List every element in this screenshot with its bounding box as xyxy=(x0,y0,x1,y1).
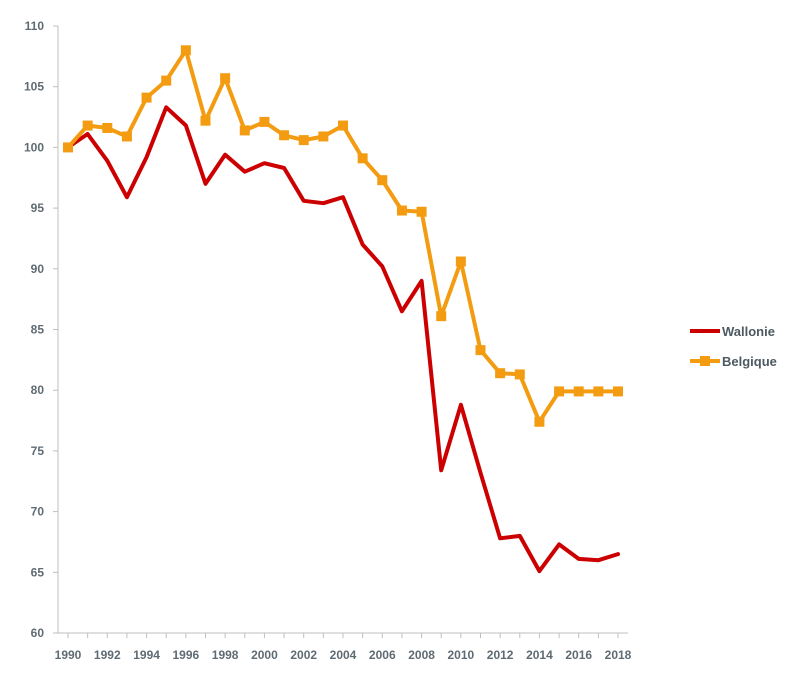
data-point-belgique xyxy=(495,368,506,379)
legend-item-wallonie: Wallonie xyxy=(690,324,775,339)
data-point-belgique xyxy=(279,130,290,141)
data-point-belgique xyxy=(377,175,388,186)
series-line-wallonie xyxy=(66,105,620,574)
data-point-belgique xyxy=(416,206,427,217)
x-tick-label: 1992 xyxy=(94,648,121,662)
data-point-belgique xyxy=(102,122,113,133)
y-tick-label: 100 xyxy=(24,140,44,154)
y-tick-label: 60 xyxy=(31,626,45,640)
data-point-belgique xyxy=(573,386,584,397)
data-point-belgique xyxy=(338,120,348,131)
x-tick-label: 1994 xyxy=(133,648,160,662)
x-tick-label: 2012 xyxy=(487,648,514,662)
y-tick-label: 95 xyxy=(31,201,45,215)
data-point-belgique xyxy=(180,45,191,56)
data-point-belgique xyxy=(121,131,132,142)
x-tick-label: 2010 xyxy=(448,648,475,662)
data-point-belgique xyxy=(318,131,329,142)
x-tick-label: 1990 xyxy=(55,648,82,662)
legend-marker-belgique xyxy=(700,356,710,366)
data-point-belgique xyxy=(613,386,623,397)
legend-label-wallonie: Wallonie xyxy=(722,324,775,339)
y-tick-label: 80 xyxy=(31,383,45,397)
y-tick-label: 70 xyxy=(31,505,45,519)
y-tick-label: 85 xyxy=(31,323,45,337)
data-point-belgique xyxy=(239,125,250,136)
data-point-belgique xyxy=(455,256,466,267)
x-tick-label: 2014 xyxy=(526,648,553,662)
x-tick-label: 2018 xyxy=(605,648,632,662)
data-point-belgique xyxy=(141,92,152,103)
legend-item-belgique: Belgique xyxy=(690,354,777,369)
x-tick-label: 2002 xyxy=(290,648,317,662)
x-tick-label: 1996 xyxy=(173,648,200,662)
data-point-belgique xyxy=(298,135,309,146)
data-point-belgique xyxy=(534,416,545,427)
data-point-belgique xyxy=(396,205,407,216)
plot-area xyxy=(63,45,623,574)
y-tick-label: 75 xyxy=(31,444,45,458)
data-point-belgique xyxy=(436,311,447,322)
x-tick-label: 2016 xyxy=(565,648,592,662)
y-tick-label: 90 xyxy=(31,262,45,276)
data-point-belgique xyxy=(220,73,231,84)
data-point-belgique xyxy=(475,345,486,356)
axes: 60 65 70 75 80 85 90 95 100 105 110 1990 1992 1994 199… xyxy=(24,19,632,662)
legend-label-belgique: Belgique xyxy=(722,354,777,369)
data-point-belgique xyxy=(200,115,211,126)
x-tick-label: 2008 xyxy=(408,648,435,662)
series-belgique xyxy=(63,45,623,427)
data-point-belgique xyxy=(259,116,270,127)
data-point-belgique xyxy=(82,120,93,131)
y-tick-label: 65 xyxy=(31,565,45,579)
x-tick-label: 1998 xyxy=(212,648,239,662)
legend: Wallonie Belgique xyxy=(690,324,777,369)
series-wallonie xyxy=(66,105,620,574)
y-tick-label: 110 xyxy=(25,19,45,33)
data-point-belgique xyxy=(593,386,604,397)
x-tick-label: 2000 xyxy=(251,648,278,662)
y-tick-label: 105 xyxy=(24,80,44,94)
data-point-belgique xyxy=(554,386,565,397)
data-point-belgique xyxy=(161,75,172,86)
x-tick-label: 2006 xyxy=(369,648,396,662)
x-tick-label: 2004 xyxy=(330,648,357,662)
data-point-belgique xyxy=(357,153,368,164)
data-point-belgique xyxy=(514,369,525,380)
series-line-belgique xyxy=(66,48,620,424)
data-point-belgique xyxy=(63,142,73,153)
